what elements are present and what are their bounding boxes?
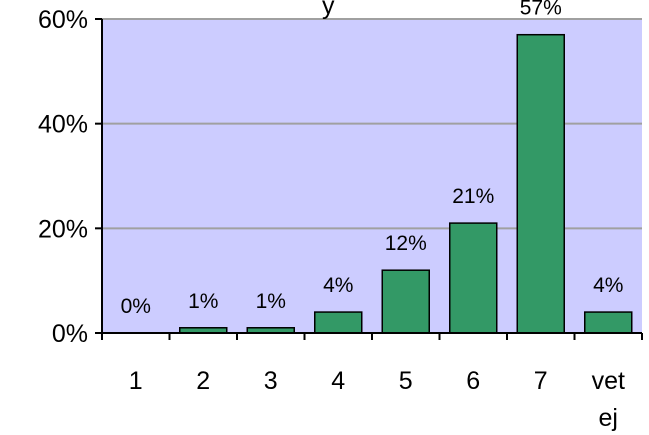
bar-4 [314,311,363,334]
y-tick-label: 40% [38,111,88,139]
x-tick-label: 7 [534,367,548,395]
data-label: 4% [593,274,623,297]
x-tick-label: 5 [399,367,413,395]
data-label: 0% [121,295,151,318]
x-tick-label: 2 [196,367,210,395]
bar-5 [381,269,430,334]
y-tick-label: 0% [52,320,88,348]
x-tick-label: 3 [264,367,278,395]
axis-ticks [95,18,643,340]
data-label: 12% [385,232,427,255]
data-label: 57% [520,0,562,20]
data-label: 1% [256,290,286,313]
labels: 0% 20% 40% 60% 1 2 3 4 5 6 7 vet ej 0% 1% 1% 4% 12% 21% 57%… [38,0,625,432]
y-tick-label: 60% [38,6,88,34]
bar-7 [516,33,565,334]
data-label: 1% [188,290,218,313]
x-tick-label: 1 [129,367,143,395]
y-tick-label: 20% [38,215,88,243]
bar-vet-ej [584,311,633,334]
data-label: 4% [323,274,353,297]
data-label: 21% [452,185,494,208]
x-tick-label: vet [592,367,625,395]
x-tick-label: 6 [466,367,480,395]
chart-title-fragment: y [322,0,335,20]
bar-6 [449,222,498,334]
bars [179,33,633,334]
x-tick-label: ej [599,404,618,432]
x-tick-label: 4 [331,367,345,395]
